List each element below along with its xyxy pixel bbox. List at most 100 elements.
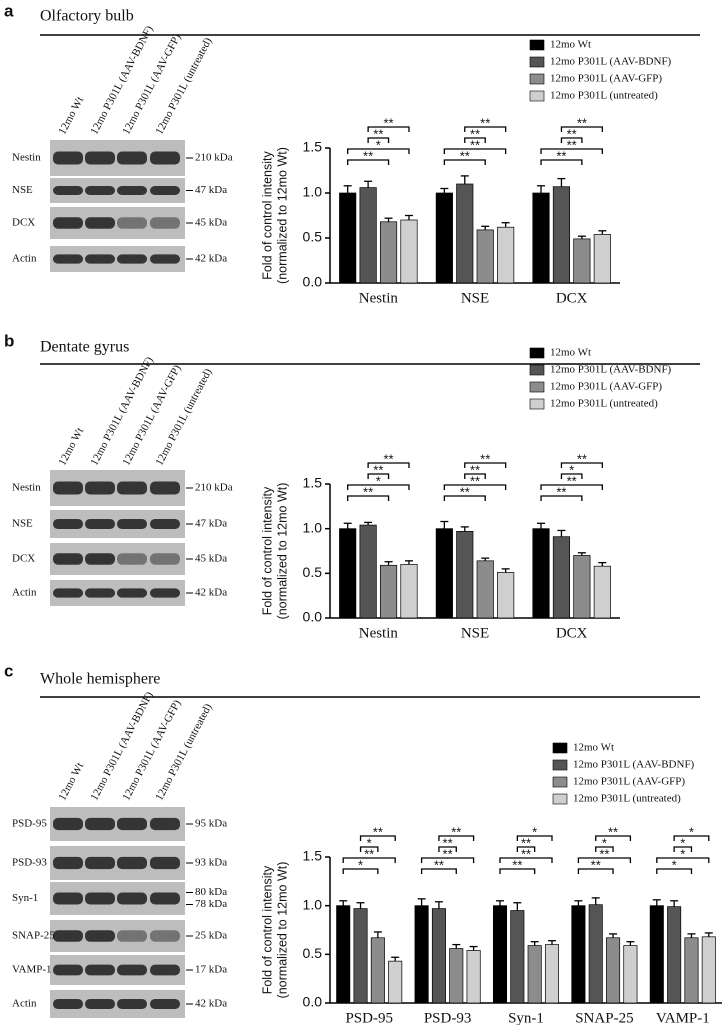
y-axis-label: (normalized to 12mo Wt): [275, 862, 289, 999]
y-axis-label: (normalized to 12mo Wt): [275, 483, 289, 620]
legend-label: 12mo P301L (AAV-GFP): [550, 73, 662, 85]
bar: [571, 905, 586, 1004]
significance-bracket: [595, 835, 632, 841]
significance-bracket: [342, 868, 379, 874]
bar: [353, 908, 368, 1004]
bar: [510, 910, 525, 1004]
significance-label: *: [358, 857, 363, 872]
blot-band: [150, 892, 180, 905]
significance-label: *: [532, 824, 537, 839]
bar: [476, 560, 494, 619]
significance-bracket: [560, 126, 603, 132]
significance-label: **: [567, 473, 577, 488]
significance-bracket: [367, 137, 390, 143]
legend-swatch: [552, 793, 568, 805]
y-tick-label: 1.0: [303, 519, 323, 535]
blot-band: [117, 481, 147, 495]
significance-bracket: [673, 835, 710, 841]
blot-band: [85, 892, 115, 905]
significance-label: **: [451, 824, 461, 839]
blot-band: [85, 588, 115, 598]
bar: [339, 192, 357, 284]
kda-label: 210 kDa: [195, 482, 233, 494]
lane-label: 12mo P301L (AAV-BDNF): [88, 690, 156, 803]
bar: [497, 572, 515, 619]
blot-band: [150, 518, 180, 530]
bar: [606, 937, 621, 1004]
y-axis-label: Fold of control intensity: [260, 865, 274, 994]
significance-label: **: [591, 857, 601, 872]
band-name: Actin: [12, 253, 37, 265]
panel-title: Olfactory bulb: [40, 8, 134, 25]
significance-label: **: [556, 148, 566, 163]
blot-band: [53, 998, 83, 1010]
kda-label: 78 kDa: [195, 898, 227, 910]
significance-bracket: [359, 835, 396, 841]
bar: [456, 183, 474, 284]
bar: [527, 945, 542, 1004]
panel-title: Whole hemisphere: [40, 671, 160, 688]
legend-swatch: [529, 347, 545, 359]
significance-bracket: [347, 484, 410, 490]
significance-label: *: [689, 824, 694, 839]
legend-swatch: [552, 759, 568, 771]
blot-band: [53, 518, 83, 530]
lane-label: 12mo Wt: [56, 761, 86, 803]
bar: [544, 944, 560, 1004]
band-name: PSD-95: [12, 818, 47, 830]
significance-bracket: [499, 868, 536, 874]
significance-bracket: [367, 473, 390, 479]
bar: [339, 528, 357, 619]
significance-bracket: [656, 868, 693, 874]
significance-bracket: [347, 148, 410, 154]
bar: [466, 950, 481, 1004]
x-tick-label: PSD-95: [345, 1010, 393, 1025]
bar: [379, 221, 398, 284]
blot-band: [150, 817, 180, 831]
x-tick-label: Nestin: [359, 625, 399, 641]
significance-label: **: [470, 462, 480, 477]
panel-letter: a: [4, 1, 14, 20]
blot-band: [117, 856, 147, 870]
kda-label: 42 kDa: [195, 998, 227, 1010]
band-name: VAMP-1: [12, 964, 52, 976]
bar: [379, 564, 398, 619]
significance-bracket: [367, 462, 410, 468]
significance-bracket: [438, 846, 457, 852]
bar: [497, 226, 515, 284]
significance-bracket: [347, 495, 390, 501]
bar: [573, 555, 591, 619]
bar: [701, 936, 716, 1004]
blot-band: [150, 186, 180, 195]
significance-bracket: [560, 473, 583, 479]
y-tick-label: 1.5: [303, 848, 323, 864]
blot-band: [150, 964, 180, 976]
significance-label: *: [569, 462, 574, 477]
significance-bracket: [673, 846, 693, 852]
x-tick-label: NSE: [461, 290, 489, 306]
y-tick-label: 0.5: [303, 564, 323, 580]
bar: [649, 905, 664, 1004]
kda-label: 95 kDa: [195, 818, 227, 830]
y-tick-label: 0.5: [303, 229, 323, 245]
blot-band: [53, 186, 83, 195]
blot-band: [53, 930, 83, 942]
significance-bracket: [540, 495, 583, 501]
significance-label: *: [376, 473, 381, 488]
significance-label: **: [599, 846, 609, 861]
significance-label: *: [672, 857, 677, 872]
legend-label: 12mo P301L (AAV-BDNF): [573, 759, 695, 771]
blot-band: [85, 998, 115, 1010]
blot-band: [117, 892, 147, 905]
significance-label: **: [556, 484, 566, 499]
significance-bracket: [443, 484, 507, 490]
band-name: Actin: [12, 998, 37, 1010]
blot-band: [117, 217, 147, 229]
kda-label: 45 kDa: [195, 553, 227, 565]
bar: [400, 564, 418, 619]
significance-label: *: [680, 835, 685, 850]
blot-band: [53, 964, 83, 976]
blot-band: [117, 588, 147, 598]
band-name: DCX: [12, 217, 35, 229]
bar: [435, 528, 453, 619]
